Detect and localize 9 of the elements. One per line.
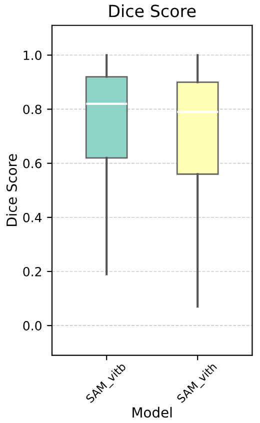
y-tick-label: 0.0 [23, 321, 42, 330]
y-tick-label: 1.0 [24, 50, 42, 60]
y-tick-label: 0.8 [23, 104, 42, 114]
chart-title: Dice Score [109, 4, 196, 18]
y-axis-title: Dice Score [6, 154, 17, 226]
x-axis-title: Model [132, 406, 172, 418]
y-tick-label: 0.2 [23, 266, 42, 276]
y-tick-label: 0.4 [23, 212, 42, 222]
y-tick-label: 0.6 [23, 158, 42, 168]
